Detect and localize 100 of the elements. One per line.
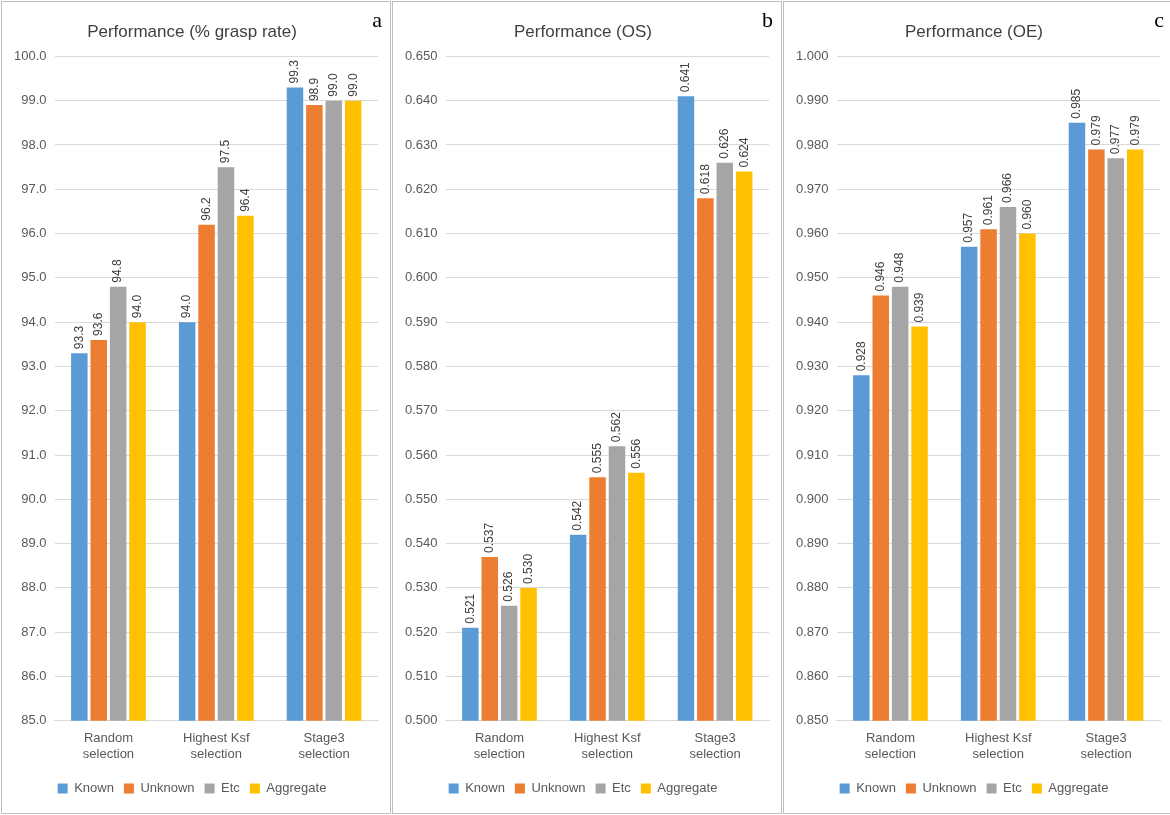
x-tick-label: Stage3 selection (298, 730, 350, 761)
data-label: 0.624 (736, 137, 751, 168)
data-label: 0.526 (501, 571, 516, 602)
data-label: 0.530 (520, 553, 535, 584)
data-label: 98.9 (306, 77, 321, 102)
data-label: 0.542 (570, 500, 585, 531)
y-tick-label: 0.870 (795, 623, 829, 639)
y-tick-label: 0.600 (404, 269, 438, 285)
data-label: 96.4 (237, 188, 252, 212)
y-tick-label: 90.0 (21, 490, 47, 506)
data-label: 0.555 (589, 442, 604, 474)
data-label: 0.562 (609, 411, 624, 443)
legend-label: Known (74, 780, 114, 796)
data-label: 0.939 (911, 292, 926, 323)
y-tick-label: 0.580 (404, 358, 438, 374)
legend-label: Known (465, 780, 505, 796)
y-tick-label: 88.0 (21, 579, 47, 595)
legend-label: Unknown (922, 780, 977, 796)
chart-title: Performance (% grasp rate) (87, 21, 297, 41)
legend-label: Etc (221, 780, 241, 796)
y-tick-label: 86.0 (21, 668, 47, 684)
legend-label: Unknown (140, 780, 195, 796)
y-tick-label: 0.860 (795, 668, 829, 684)
data-label: 0.946 (873, 261, 888, 292)
data-label: 0.641 (678, 61, 693, 93)
data-label: 0.966 (1000, 172, 1015, 203)
data-label: 0.556 (628, 438, 643, 469)
data-label: 0.977 (1108, 123, 1123, 155)
data-label: 99.3 (287, 59, 302, 84)
y-tick-label: 0.650 (404, 47, 438, 63)
y-tick-label: 0.610 (404, 225, 438, 241)
x-tick-label: Random selection (82, 730, 135, 761)
y-tick-label: 0.890 (795, 535, 829, 551)
y-tick-label: 100.0 (13, 47, 47, 63)
chart-title: Performance (OS) (514, 21, 652, 41)
y-tick-label: 0.960 (795, 225, 829, 241)
data-label: 0.928 (853, 340, 868, 372)
x-tick-label: Stage3 selection (1080, 730, 1132, 761)
y-tick-label: 92.0 (21, 402, 47, 418)
y-tick-label: 0.520 (404, 623, 438, 639)
y-tick-label: 0.850 (795, 712, 829, 728)
legend-label: Aggregate (657, 780, 718, 796)
y-tick-label: 91.0 (21, 446, 47, 462)
y-tick-label: 0.570 (404, 402, 438, 418)
y-tick-label: 0.590 (404, 313, 438, 329)
y-tick-label: 0.940 (795, 313, 829, 329)
x-tick-label: Random selection (473, 730, 526, 761)
data-label: 0.537 (482, 522, 497, 553)
y-tick-label: 0.500 (404, 712, 438, 728)
legend-label: Unknown (531, 780, 586, 796)
x-tick-label: Highest Ksf selection (574, 730, 641, 761)
y-tick-label: 0.980 (795, 136, 829, 152)
y-tick-label: 0.920 (795, 402, 829, 418)
chart-title: Performance (OE) (905, 21, 1043, 41)
text: b (762, 6, 773, 32)
y-tick-label: 0.910 (795, 446, 829, 462)
y-tick-label: 0.900 (795, 490, 829, 506)
y-tick-label: 0.950 (795, 269, 829, 285)
data-label: 0.957 (961, 212, 976, 243)
y-tick-label: 0.530 (404, 579, 438, 595)
data-label: 0.626 (717, 128, 732, 159)
data-label: 0.521 (462, 593, 477, 624)
data-label: 94.0 (179, 294, 194, 319)
y-tick-label: 0.990 (795, 92, 829, 108)
y-tick-label: 1.000 (795, 47, 829, 63)
legend-label: Aggregate (1048, 780, 1109, 796)
y-tick-label: 0.880 (795, 579, 829, 595)
y-tick-label: 0.510 (404, 668, 438, 684)
data-label: 93.3 (71, 325, 86, 350)
legend-label: Known (856, 780, 896, 796)
y-tick-label: 0.630 (404, 136, 438, 152)
data-label: 0.961 (980, 194, 995, 226)
y-tick-label: 89.0 (21, 535, 47, 551)
data-label: 0.979 (1127, 115, 1142, 146)
y-tick-label: 99.0 (21, 92, 47, 108)
data-label: 0.960 (1019, 199, 1034, 230)
y-tick-label: 0.970 (795, 180, 829, 196)
data-label: 99.0 (326, 73, 341, 97)
text: a (372, 6, 383, 32)
y-tick-label: 0.550 (404, 490, 438, 506)
x-tick-label: Random selection (864, 730, 917, 761)
y-tick-label: 0.540 (404, 535, 438, 551)
y-tick-label: 0.640 (404, 92, 438, 108)
y-tick-label: 97.0 (21, 180, 47, 196)
data-label: 94.8 (110, 259, 125, 283)
data-label: 96.2 (198, 197, 213, 221)
x-tick-label: Highest Ksf selection (183, 730, 250, 761)
y-tick-label: 94.0 (21, 313, 47, 329)
data-label: 0.618 (697, 163, 712, 195)
legend-label: Etc (612, 780, 632, 796)
text: c (1154, 6, 1165, 32)
y-tick-label: 0.620 (404, 180, 438, 196)
data-label: 0.948 (892, 252, 907, 283)
y-tick-label: 0.560 (404, 446, 438, 462)
y-tick-label: 0.930 (795, 358, 829, 374)
legend-label: Etc (1003, 780, 1023, 796)
x-tick-label: Stage3 selection (689, 730, 741, 761)
data-label: 97.5 (218, 139, 233, 164)
y-tick-label: 96.0 (21, 225, 47, 241)
y-tick-label: 87.0 (21, 623, 47, 639)
